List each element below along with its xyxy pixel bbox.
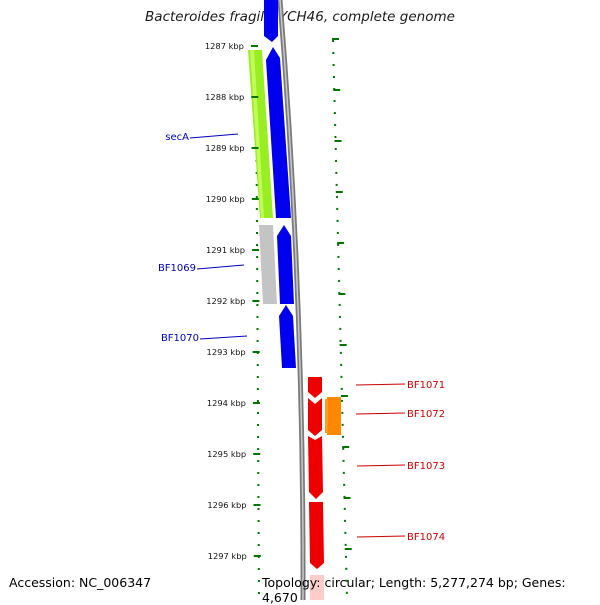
gene-label[interactable]: BF1071	[407, 380, 445, 391]
gene-label-connector	[199, 335, 248, 340]
ruler-ticks: 1287 kbp 1288 kbp 1289 kbp 1290 kbp 1291 kbp…	[205, 41, 261, 561]
gene-arrow-blue-top[interactable]	[264, 0, 278, 42]
topology-text: Topology: circular; Length: 5,277,274 bp…	[262, 575, 566, 605]
left-gene-labels: secA BF1069 BF1070	[158, 132, 248, 344]
accession-text: Accession: NC_006347	[9, 575, 152, 590]
ruler-tick-label: 1288 kbp	[205, 92, 244, 102]
gene-label[interactable]: BF1073	[407, 461, 445, 472]
ruler-tick-label: 1291 kbp	[206, 245, 245, 255]
gene-label-connector	[355, 412, 406, 415]
gene-arrow-blue-BF1070[interactable]	[279, 305, 296, 368]
gene-label-connector	[196, 264, 245, 270]
gene-label[interactable]: BF1072	[407, 409, 445, 420]
ruler-tick-label: 1296 kbp	[207, 500, 246, 510]
gene-arrow-secA-highlight	[250, 50, 264, 218]
gene-arrow-BF1074[interactable]	[309, 502, 324, 569]
ruler-tick-label: 1294 kbp	[207, 398, 246, 408]
gene-label[interactable]: BF1074	[407, 532, 445, 543]
right-scale-dashes	[331, 38, 352, 550]
gene-label-connector	[356, 535, 406, 538]
gene-label-connector	[356, 464, 406, 467]
ruler-tick-label: 1293 kbp	[207, 347, 246, 357]
gene-label-connector	[189, 133, 239, 139]
gene-arrow-BF1071[interactable]	[308, 377, 322, 398]
gene-label[interactable]: BF1070	[161, 333, 199, 344]
ruler-tick-label: 1290 kbp	[206, 194, 245, 204]
gene-arrow-BF1072-orange[interactable]	[327, 397, 341, 435]
right-dotted-scale	[332, 39, 348, 599]
ruler-tick-label: 1287 kbp	[205, 41, 244, 51]
gene-arrow-faint-bottom	[310, 575, 324, 600]
right-gene-labels: BF1071 BF1072 BF1073 BF1074	[355, 380, 445, 543]
gene-arrow-grey-BF1069[interactable]	[259, 225, 277, 304]
ruler-tick-label: 1297 kbp	[208, 551, 247, 561]
gene-label[interactable]: BF1069	[158, 263, 196, 274]
gene-arrow-BF1073[interactable]	[308, 436, 323, 499]
gene-label-connector	[355, 383, 406, 386]
ruler-tick-label: 1295 kbp	[207, 449, 246, 459]
map-title: Bacteroides fragilis YCH46, complete gen…	[145, 9, 455, 25]
gene-arrow-blue-BF1069[interactable]	[277, 225, 294, 304]
gene-label[interactable]: secA	[165, 132, 189, 143]
gene-arrow-BF1072-red[interactable]	[308, 398, 322, 436]
ruler-tick-label: 1289 kbp	[205, 143, 244, 153]
ruler-tick-label: 1292 kbp	[206, 296, 245, 306]
gene-arrow-orange-edge	[325, 399, 328, 433]
gene-arrow-blue-secA[interactable]	[266, 47, 291, 218]
